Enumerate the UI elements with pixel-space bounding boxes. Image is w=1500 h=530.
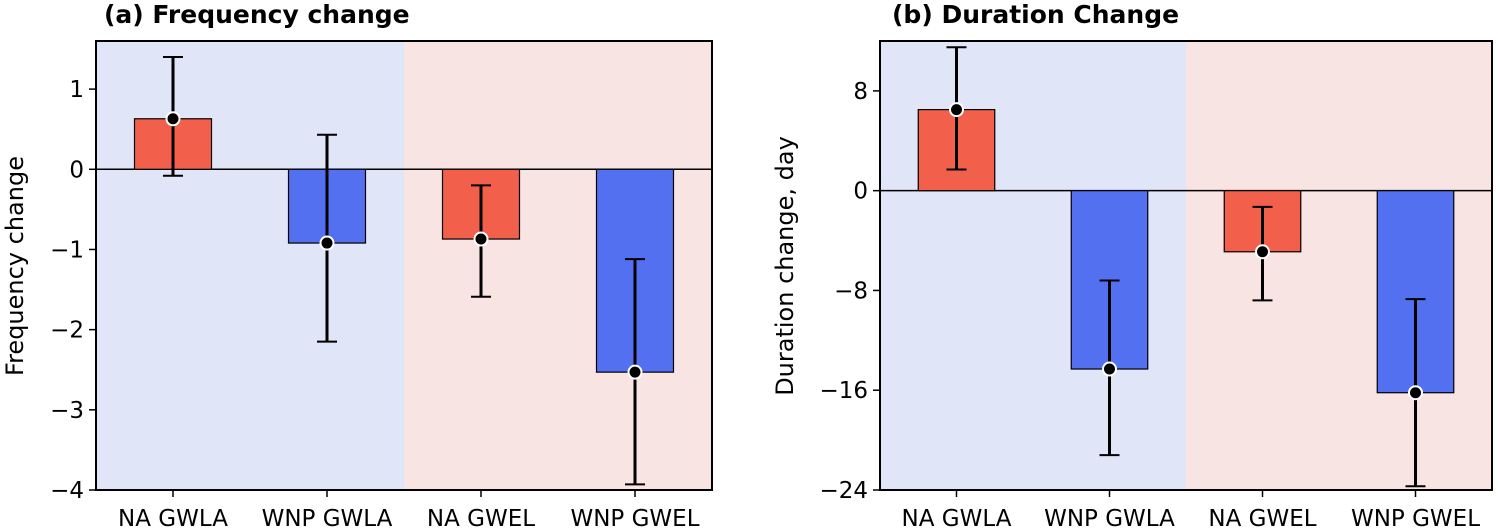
x-tick-label: WNP GWLA xyxy=(262,506,393,530)
x-tick-label: NA GWLA xyxy=(902,506,1012,530)
points xyxy=(165,111,643,380)
point-na-gwel xyxy=(473,231,489,247)
y-tick-label: −2 xyxy=(50,318,84,344)
y-tick-label: 1 xyxy=(69,77,84,103)
panel-duration-change: (b) Duration Change Duration change, day… xyxy=(771,0,1493,530)
y-axis: −4 −3 −2 −1 0 1 xyxy=(50,77,96,504)
x-axis: NA GWLA WNP GWLA NA GWEL WNP GWEL xyxy=(902,490,1480,530)
x-tick-label: WNP GWLA xyxy=(1044,506,1175,530)
y-tick-label: −24 xyxy=(819,478,868,504)
point-na-gwla xyxy=(949,102,964,118)
y-tick-label: 8 xyxy=(853,79,868,105)
x-tick-label: WNP GWEL xyxy=(1351,506,1480,530)
point-wnp-gwel xyxy=(627,364,643,380)
x-tick-label: WNP GWEL xyxy=(570,506,699,530)
x-tick-label: NA GWEL xyxy=(427,506,535,530)
point-na-gwla xyxy=(165,111,181,127)
chart-title: (b) Duration Change xyxy=(892,0,1179,29)
background-region-gwla xyxy=(96,41,404,490)
plot-frame xyxy=(95,40,713,491)
y-tick-label: −1 xyxy=(50,237,84,263)
y-tick-label: −4 xyxy=(50,478,84,504)
x-tick-label: NA GWEL xyxy=(1208,506,1316,530)
point-na-gwel xyxy=(1255,244,1270,260)
x-tick-label: NA GWLA xyxy=(118,506,228,530)
chart-title: (a) Frequency change xyxy=(104,0,410,29)
y-axis-label: Duration change, day xyxy=(771,136,799,396)
points xyxy=(949,102,1423,401)
plot-frame xyxy=(879,40,1493,491)
panel-frequency-change: (a) Frequency change Frequency change −4… xyxy=(1,0,713,530)
y-tick-label: −3 xyxy=(50,398,84,424)
y-axis-label: Frequency change xyxy=(1,156,29,376)
point-wnp-gwla xyxy=(319,235,335,251)
point-wnp-gwel xyxy=(1408,385,1423,401)
y-tick-label: −16 xyxy=(819,378,868,404)
y-tick-label: 0 xyxy=(69,157,84,183)
x-axis: NA GWLA WNP GWLA NA GWEL WNP GWEL xyxy=(118,490,700,530)
y-axis: −24 −16 −8 0 8 xyxy=(819,79,880,504)
point-wnp-gwla xyxy=(1102,361,1117,377)
y-tick-label: 0 xyxy=(853,179,868,205)
y-tick-label: −8 xyxy=(834,278,868,304)
